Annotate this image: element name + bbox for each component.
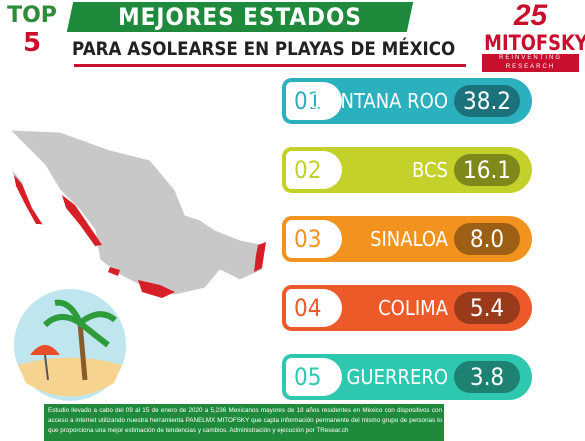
ranking-item: 01 QUINTANA ROO 38.2 <box>282 78 532 124</box>
footer-text: Estudio llevado a cabo del 09 al 15 de e… <box>48 407 442 434</box>
state-value: 3.8 <box>454 361 520 393</box>
rank: 02 <box>286 151 342 189</box>
logo-name: MITOFSKY <box>484 31 585 55</box>
state-value: 8.0 <box>454 223 520 255</box>
top-badge: TOP 5 <box>4 3 60 59</box>
state-name: GUERRERO <box>346 365 448 389</box>
map-guerrero <box>138 280 175 298</box>
footer-band <box>44 404 444 441</box>
ranking-item: 03 SINALOA 8.0 <box>282 216 532 262</box>
palm-leaves <box>42 299 117 348</box>
logo-anniversary: 25 <box>513 0 548 32</box>
ranking-item: 04 COLIMA 5.4 <box>282 285 532 331</box>
map-land <box>8 129 266 296</box>
beach-illustration <box>14 289 126 401</box>
state-value: 16.1 <box>454 154 520 186</box>
umbrella-pole <box>44 354 49 381</box>
state-name: QUINTANA ROO <box>307 89 448 113</box>
umbrella <box>30 345 60 355</box>
state-name: COLIMA <box>378 296 448 320</box>
state-name: SINALOA <box>370 227 448 251</box>
rank: 04 <box>286 289 342 327</box>
logo-tagline: REINVENTING RESEARCH <box>482 54 579 72</box>
top-number: 5 <box>22 28 42 58</box>
top-label: TOP <box>7 3 57 28</box>
ranking-item: 02 BCS 16.1 <box>282 147 532 193</box>
subtitle: PARA ASOLEARSE EN PLAYAS DE MÉXICO <box>72 38 456 60</box>
ranking-item: 05 GUERRERO 3.8 <box>282 354 532 400</box>
state-value: 5.4 <box>454 292 520 324</box>
sand <box>18 357 122 397</box>
title: MEJORES ESTADOS <box>118 3 362 31</box>
logo: 25 MITOFSKY REINVENTING RESEARCH <box>476 0 585 72</box>
mexico-map <box>8 129 266 298</box>
map-sinaloa <box>62 195 102 246</box>
rank: 03 <box>286 220 342 258</box>
map-colima <box>108 267 120 276</box>
rank: 01 <box>286 82 342 120</box>
subtitle-rule <box>74 64 466 67</box>
map-quintana-roo <box>254 242 266 272</box>
map-bcs <box>14 175 42 224</box>
state-name: BCS <box>412 158 448 182</box>
state-value: 38.2 <box>454 85 520 117</box>
rank: 05 <box>286 358 342 396</box>
